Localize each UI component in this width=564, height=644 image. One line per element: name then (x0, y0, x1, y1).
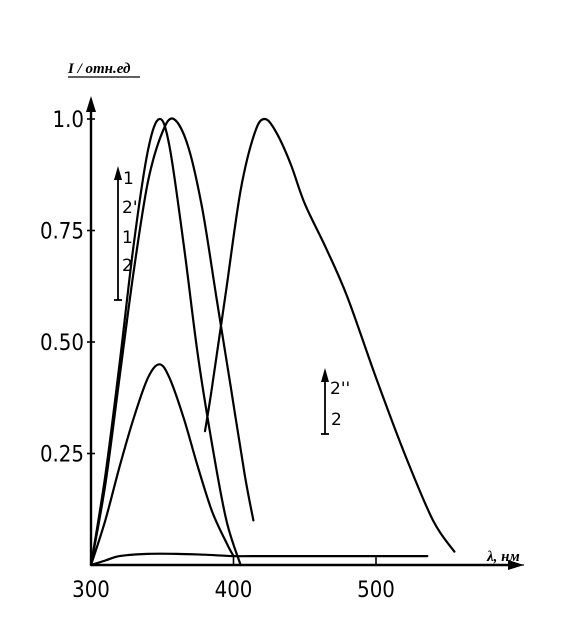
x-ticks: 300 400 500 (72, 557, 395, 603)
y-tick-label: 0.25 (40, 443, 84, 468)
x-tick-label: 400 (215, 578, 253, 603)
x-tick-label: 500 (357, 578, 395, 603)
y-tick-label: 0.50 (40, 331, 84, 356)
series-line-4 (203, 117, 456, 553)
series-line-0 (89, 117, 242, 567)
series-line-2 (89, 363, 235, 567)
annotation-left-label-3: 2 (122, 256, 133, 276)
annotation-right-arrow (321, 368, 329, 382)
y-tick-label: 0.75 (40, 220, 84, 245)
annotation-left-label-2: 1' (122, 228, 138, 248)
annotation-right: 2'' 2 (321, 368, 350, 435)
annotation-left: 1 2' 1' 2 (114, 166, 138, 301)
y-tick-label: 1.0 (53, 108, 84, 133)
annotation-left-label-1: 2' (122, 198, 138, 218)
annotation-right-label-0: 2'' (330, 379, 350, 399)
annotation-right-label-1: 2 (331, 410, 342, 430)
annotation-left-arrow (114, 166, 122, 180)
series-line-3 (89, 552, 429, 567)
x-axis-title: λ, нм (486, 549, 520, 565)
y-axis-arrow (86, 96, 96, 112)
y-ticks: 0.25 0.50 0.75 1.0 (40, 108, 95, 468)
curves (89, 117, 456, 567)
series-line-1 (89, 117, 255, 567)
x-tick-label: 300 (72, 578, 110, 603)
annotation-left-label-0: 1 (123, 169, 134, 189)
y-axis-title: I / отн.ед (67, 61, 131, 77)
